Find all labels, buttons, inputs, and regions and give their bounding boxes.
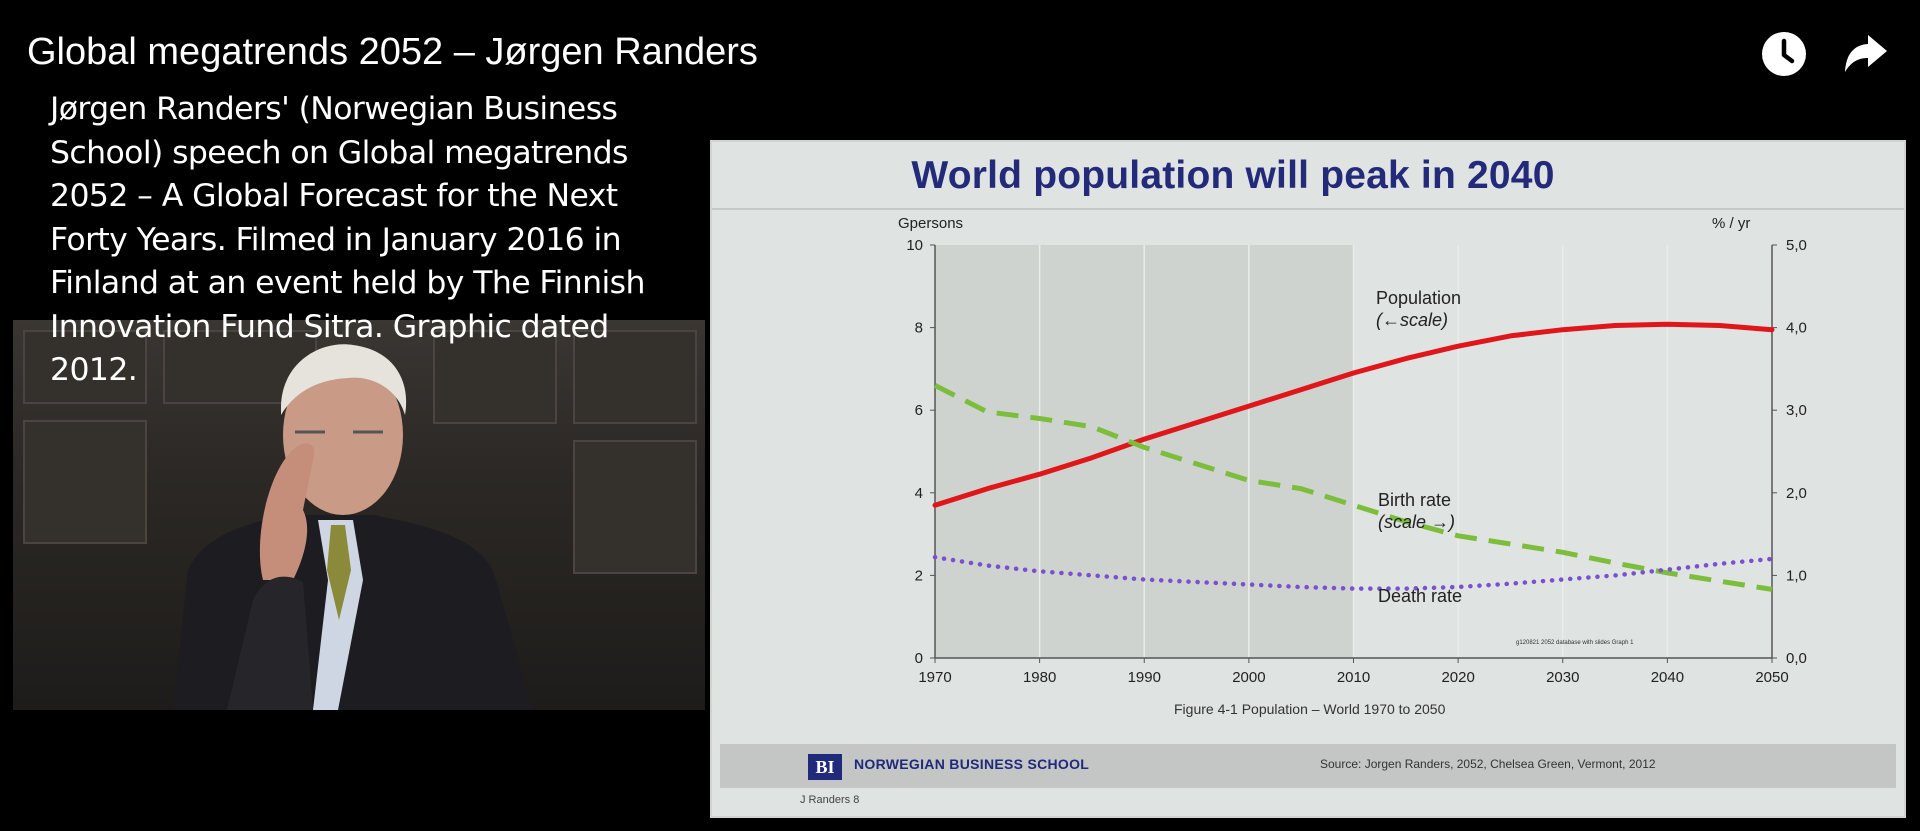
watch-later-button[interactable] [1760,30,1808,78]
x-tick-label: 2010 [1337,669,1370,686]
left-tick-label: 8 [915,320,923,337]
figure-caption: Figure 4-1 Population – World 1970 to 20… [1174,701,1446,717]
wall-panel [23,330,147,404]
share-arrow-icon [1845,35,1887,72]
slide-footer: BI NORWEGIAN BUSINESS SCHOOL Source: Jor… [720,744,1896,788]
chart-ticks: 1970 1980 1990 2000 2010 2020 2030 2040 2050 0 2 4 6… [906,237,1807,686]
left-tick-label: 6 [915,402,923,419]
birth-rate-line [933,383,1773,592]
slide-note: J Randers 8 [800,794,860,806]
bi-logo: BI [808,754,842,780]
x-tick-label: 2050 [1755,669,1788,686]
right-tick-label: 0,0 [1786,650,1807,667]
video-title[interactable]: Global megatrends 2052 – Jørgen Randers [27,31,758,73]
left-tick-label: 4 [915,485,923,502]
population-line [932,321,1775,508]
birth-rate-series-label: Birth rate [1378,490,1451,510]
left-tick-label: 0 [915,650,923,667]
x-tick-label: 1980 [1023,669,1056,686]
x-tick-label: 2020 [1441,669,1474,686]
x-tick-label: 1970 [918,669,951,686]
video-description: Jørgen Randers' (Norwegian Business Scho… [50,91,645,388]
clock-icon [1762,32,1806,76]
left-tick-label: 10 [906,237,923,254]
left-axis-label: Gpersons [898,215,963,232]
share-button[interactable] [1842,30,1890,78]
x-tick-label: 2040 [1651,669,1684,686]
chart-series [932,321,1775,592]
school-name: NORWEGIAN BUSINESS SCHOOL [854,756,1090,772]
x-tick-label: 2000 [1232,669,1265,686]
video-actions [1760,30,1890,78]
wall-panel [573,440,697,574]
left-tick-label: 2 [915,567,923,584]
x-tick-label: 2030 [1546,669,1579,686]
right-tick-label: 4,0 [1786,320,1807,337]
right-tick-label: 3,0 [1786,402,1807,419]
slide-divider [712,208,1904,210]
right-axis-label: % / yr [1712,215,1750,232]
birth-rate-scale-note: (scale →) [1378,512,1455,532]
slide-source: Source: Jorgen Randers, 2052, Chelsea Gr… [1320,757,1656,771]
presentation-slide: World population will peak in 2040 1970 1… [710,140,1906,818]
right-tick-label: 2,0 [1786,485,1807,502]
population-scale-note: (←scale) [1376,310,1448,330]
speaker-figure [173,344,533,710]
population-series-label: Population [1376,288,1461,308]
chart-fine-print: g120821 2052 database with slides Graph … [1516,640,1634,646]
wall-panel [573,330,697,424]
x-tick-label: 1990 [1128,669,1161,686]
wall-panel [433,330,557,424]
right-tick-label: 5,0 [1786,237,1807,254]
slide-title: World population will peak in 2040 [911,154,1555,197]
right-tick-label: 1,0 [1786,567,1807,584]
death-rate-line [932,554,1775,591]
population-chart: 1970 1980 1990 2000 2010 2020 2030 2040 2050 0 2 4 6… [898,215,1807,717]
wall-panel [23,420,147,544]
death-rate-series-label: Death rate [1378,586,1462,606]
video-frame[interactable] [13,320,705,710]
